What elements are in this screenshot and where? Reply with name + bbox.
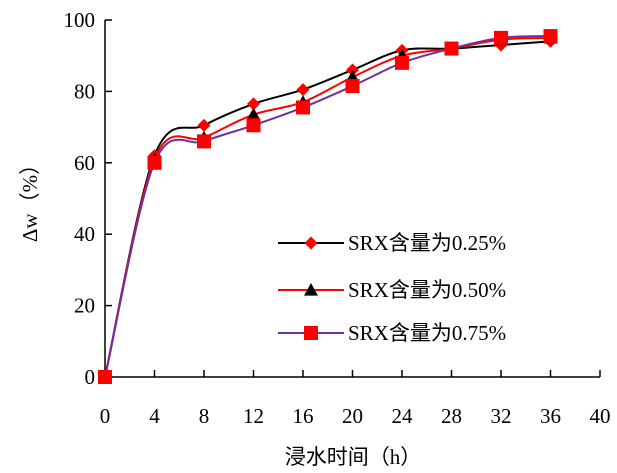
- y-tick-label: 100: [64, 8, 96, 32]
- x-tick-label: 36: [540, 404, 561, 428]
- data-point: [247, 97, 260, 111]
- y-tick-label: 60: [74, 151, 95, 175]
- data-point: [543, 29, 558, 44]
- data-point: [246, 118, 261, 133]
- legend-entry: SRX含量为0.50%: [278, 278, 506, 302]
- data-point: [444, 41, 459, 56]
- legend-entry: SRX含量为0.25%: [278, 231, 506, 255]
- axes-layer: 0 20 40 60 80 100 0 4 8 12 16 20 24 28 32 36 40: [64, 8, 611, 428]
- y-tick-label: 40: [74, 222, 95, 246]
- data-point: [98, 370, 112, 384]
- data-point: [197, 118, 211, 132]
- data-point: [296, 100, 310, 115]
- legend-label: SRX含量为0.50%: [348, 278, 506, 302]
- x-tick-label: 32: [491, 404, 512, 428]
- x-tick-label: 28: [441, 404, 462, 428]
- y-tick-label: 80: [74, 79, 95, 103]
- x-tick-label: 8: [199, 404, 210, 428]
- x-tick-label: 12: [243, 404, 264, 428]
- data-point: [346, 63, 359, 77]
- legend: SRX含量为0.25% SRX含量为0.50% SRX含量为0.75%: [278, 231, 506, 345]
- y-axis-label: Δw（%）: [18, 154, 42, 242]
- data-point: [197, 134, 211, 149]
- x-tick-label: 4: [149, 404, 160, 428]
- legend-entry: SRX含量为0.75%: [278, 321, 506, 345]
- series-layer: [98, 29, 558, 384]
- data-point: [147, 155, 162, 170]
- data-point: [494, 30, 508, 45]
- data-point: [246, 107, 261, 121]
- x-tick-label: 20: [342, 404, 363, 428]
- x-tick-label: 16: [293, 404, 314, 428]
- legend-label: SRX含量为0.25%: [348, 231, 506, 255]
- x-tick-label: 40: [590, 404, 611, 428]
- data-point: [395, 55, 409, 70]
- data-point: [296, 83, 310, 97]
- y-tick-label: 0: [85, 365, 96, 389]
- data-point: [345, 79, 360, 94]
- x-tick-label: 24: [392, 404, 414, 428]
- legend-marker: [304, 326, 318, 340]
- y-tick-label: 20: [74, 294, 95, 318]
- series-3-markers: [98, 29, 558, 384]
- x-tick-label: 0: [100, 404, 111, 428]
- x-axis-label: 浸水时间（h）: [285, 445, 422, 469]
- legend-marker: [304, 283, 318, 296]
- legend-label: SRX含量为0.75%: [348, 321, 506, 345]
- legend-marker: [304, 236, 318, 250]
